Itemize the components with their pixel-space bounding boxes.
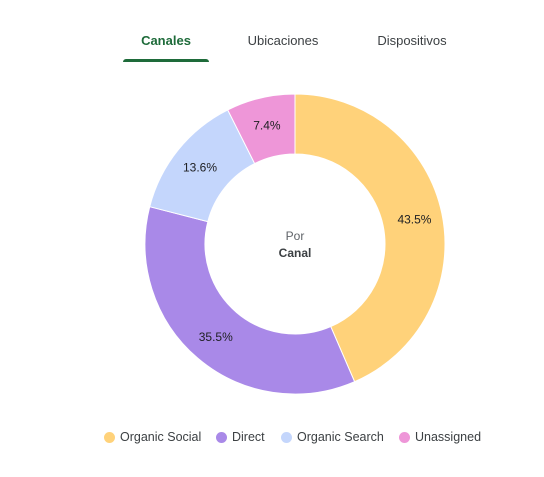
legend-label: Direct (232, 430, 265, 444)
legend-item-direct[interactable]: Direct (216, 428, 265, 446)
legend-item-unassigned[interactable]: Unassigned (399, 428, 481, 446)
legend-label: Organic Social (120, 430, 202, 444)
legend-item-organic-social[interactable]: Organic Social (104, 428, 201, 446)
center-label-top: Por (286, 229, 305, 243)
slice-percent-label: 13.6% (183, 160, 217, 174)
legend-label: Organic Search (297, 430, 384, 444)
donut-chart: 43.5% 35.5% 13.6% 7.4% Por Canal (144, 93, 446, 395)
tab-label: Canales (141, 33, 191, 48)
legend-label: Unassigned (415, 430, 482, 444)
tab-label: Dispositivos (377, 33, 447, 48)
tab-bar: Canales Ubicaciones Dispositivos (0, 0, 544, 62)
tab-canales[interactable]: Canales (123, 32, 209, 62)
center-label-bottom: Canal (279, 246, 312, 260)
chart-legend: Organic Social Direct Organic Search Una… (0, 428, 544, 446)
tab-ubicaciones[interactable]: Ubicaciones (236, 32, 330, 62)
tab-dispositivos[interactable]: Dispositivos (364, 32, 460, 62)
legend-swatch (281, 431, 292, 443)
slices-group (144, 93, 446, 395)
slice-unassigned[interactable] (227, 93, 296, 165)
slice-percent-label: 7.4% (253, 118, 281, 132)
slice-direct[interactable] (144, 206, 356, 395)
legend-swatch (104, 431, 115, 443)
labels-group: 43.5% 35.5% 13.6% 7.4% (183, 118, 432, 343)
active-tab-indicator (123, 59, 209, 62)
slice-organic-social[interactable] (294, 93, 446, 383)
legend-swatch (399, 431, 410, 443)
legend-item-organic-search[interactable]: Organic Search (281, 428, 384, 446)
tab-label: Ubicaciones (247, 33, 319, 48)
slice-percent-label: 35.5% (199, 330, 233, 344)
slice-percent-label: 43.5% (397, 212, 431, 226)
legend-swatch (216, 431, 227, 443)
